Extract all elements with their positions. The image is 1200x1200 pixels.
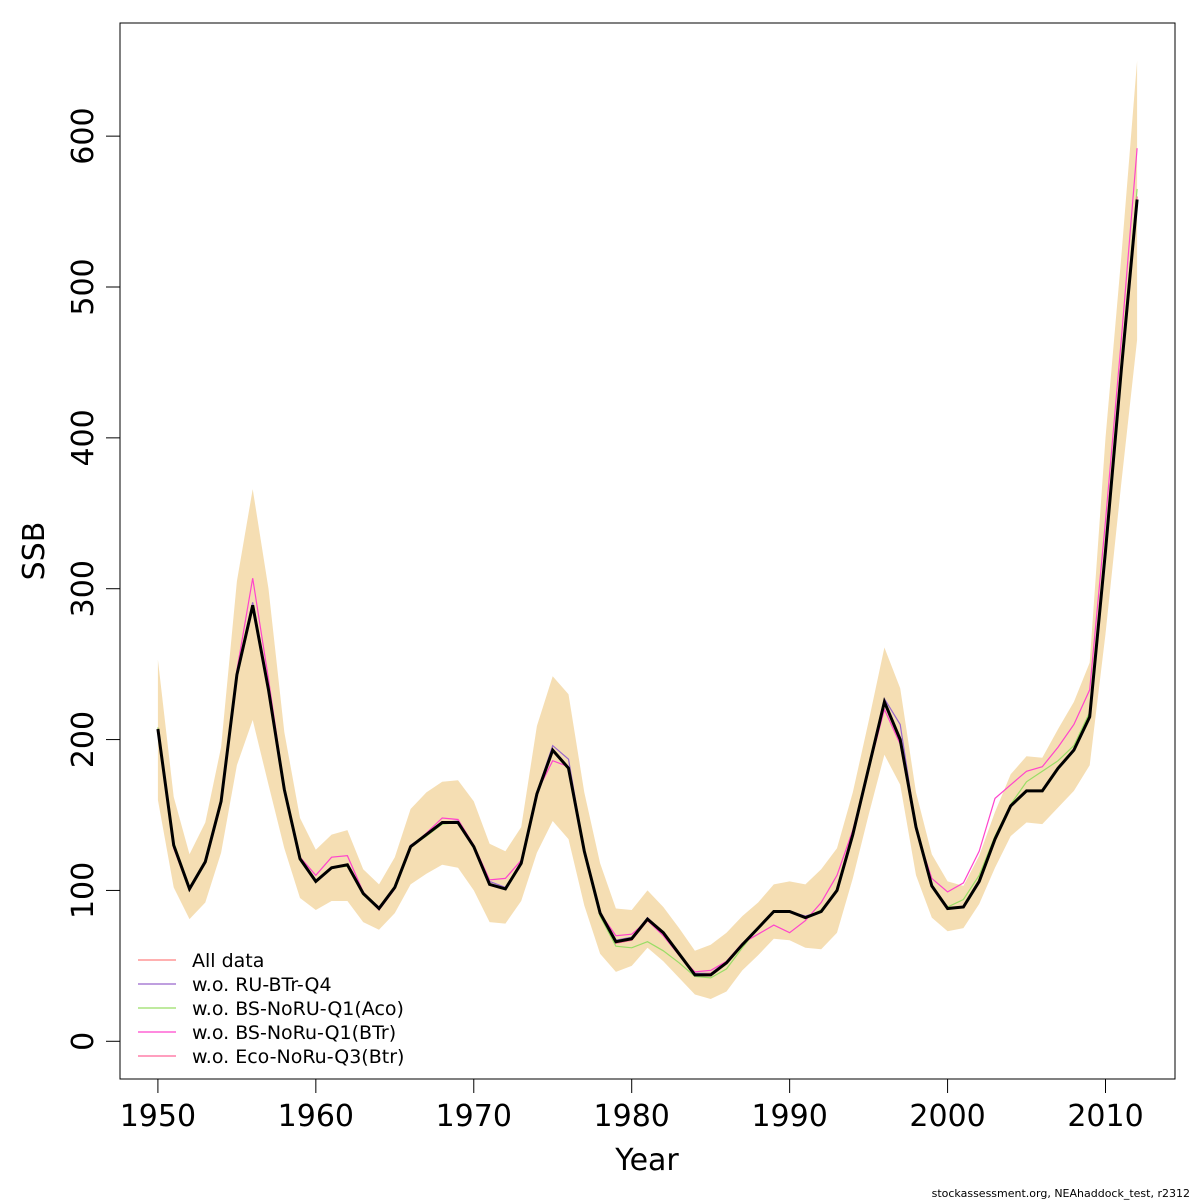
y-tick-label: 500	[66, 258, 101, 315]
y-tick-label: 200	[66, 711, 101, 768]
y-tick-label: 100	[66, 862, 101, 919]
legend-label-3: w.o. BS-NoRU-Q1(Aco)	[192, 998, 404, 1020]
x-axis: 1950 1960 1970 1980 1990 2000 2010	[120, 1078, 1144, 1134]
y-tick-label: 400	[66, 409, 101, 466]
x-tick-label: 1980	[594, 1099, 670, 1134]
y-axis: 0 100 200 300 400 500 600	[66, 107, 121, 1051]
x-tick-label: 1990	[751, 1099, 827, 1134]
y-axis-title: SSB	[17, 522, 52, 581]
x-axis-title: Year	[614, 1143, 679, 1178]
y-tick-label: 600	[66, 107, 101, 164]
y-tick-label: 0	[66, 1032, 101, 1051]
x-tick-label: 1960	[278, 1099, 354, 1134]
legend-label-1: All data	[192, 950, 264, 972]
x-tick-label: 1950	[120, 1099, 196, 1134]
main-ssb-line	[156, 199, 1139, 977]
main-line-layer	[156, 199, 1139, 977]
footer-credit: stockassessment.org, NEAhaddock_test, r2…	[932, 1187, 1190, 1200]
legend-label-4: w.o. BS-NoRu-Q1(BTr)	[192, 1022, 396, 1044]
y-tick-label: 300	[66, 560, 101, 617]
confidence-band-layer	[157, 60, 1138, 999]
x-tick-label: 2000	[909, 1099, 985, 1134]
legend-label-5: w.o. Eco-NoRu-Q3(Btr)	[192, 1046, 404, 1068]
legend-label-2: w.o. RU-BTr-Q4	[192, 974, 332, 996]
x-tick-label: 2010	[1067, 1099, 1143, 1134]
x-tick-label: 1970	[436, 1099, 512, 1134]
confidence-band	[157, 60, 1138, 999]
